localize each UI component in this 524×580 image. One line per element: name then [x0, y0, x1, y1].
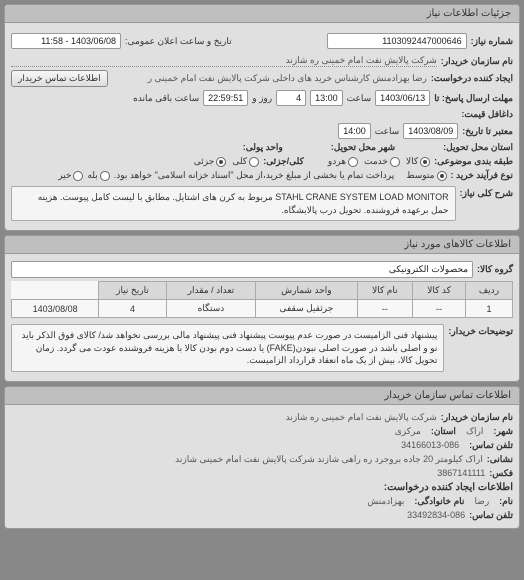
pub-date-label: تاریخ و ساعت اعلان عمومی: — [125, 36, 232, 47]
panel1-body: شماره نیاز: 1103092447000646 تاریخ و ساع… — [5, 23, 519, 230]
request-no-value: 1103092447000646 — [327, 33, 467, 49]
time-label-2: ساعت — [375, 126, 400, 137]
cell-qty: 4 — [99, 300, 166, 318]
deadline-date: 1403/06/13 — [375, 90, 430, 106]
pkg-radio-group: کالا خدمت هردو — [328, 156, 430, 167]
ph2-value: 33492834-086 — [407, 510, 465, 520]
table-header-row: ردیف کد کالا نام کالا واحد شمارش تعداد /… — [12, 282, 513, 300]
province-label: استان: — [431, 426, 456, 437]
name-value: رضا — [474, 496, 489, 507]
partial-total-radio[interactable] — [249, 157, 259, 167]
days-label: روز و — [252, 93, 272, 104]
pay-yes-label: بله — [87, 170, 97, 181]
province-value: مرکزی — [395, 426, 421, 437]
buyer-name-label: نام سازمان خریدار: — [441, 56, 513, 67]
remain-time: 22:59:51 — [203, 90, 248, 106]
pay-no-label: خیر — [58, 170, 71, 181]
cell-idx: 1 — [465, 300, 512, 318]
desc-label: شرح کلی نیاز: — [460, 184, 513, 199]
time-label-1: ساعت — [347, 93, 372, 104]
requester-value: رضا بهزادمنش کارشناس خرید های داخلی شرکت… — [112, 73, 427, 84]
phone-label: تلفن تماس: — [469, 440, 513, 451]
addr-value: اراک کیلومتر 20 جاده بروجرد ره راهی شازن… — [175, 454, 483, 465]
goods-table: ردیف کد کالا نام کالا واحد شمارش تعداد /… — [11, 281, 513, 318]
cell-name2: -- — [357, 300, 413, 318]
name-label: نام: — [499, 496, 513, 507]
group-label: گروه کالا: — [477, 264, 513, 275]
ph2-label: تلفن تماس: — [469, 510, 513, 521]
buyer-contact-panel: اطلاعات تماس سازمان خریدار نام سازمان خر… — [4, 386, 520, 529]
col-name: نام کالا — [357, 282, 413, 300]
fax-label: فکس: — [489, 468, 513, 479]
pkg-both-label: هردو — [328, 156, 346, 167]
request-no-label: شماره نیاز: — [471, 36, 513, 47]
pay-mid-label: متوسط — [406, 170, 434, 181]
buyer-notes-label: توضیحات خریدار: — [448, 322, 513, 337]
panel3-body: نام سازمان خریدار: شرکت پالایش نفت امام خ… — [5, 405, 519, 528]
partial-part-label: جزئی — [194, 156, 215, 167]
partial-radio-group: کلی جزئی — [194, 156, 259, 167]
partial-total-label: کلی — [232, 156, 247, 167]
buyer-contact-button[interactable]: اطلاعات تماس خریدار — [11, 70, 108, 87]
need-details-panel: جزئیات اطلاعات نیاز شماره نیاز: 11030924… — [4, 4, 520, 231]
cell-unit: دستگاه — [166, 300, 256, 318]
col-qty: تعداد / مقدار — [166, 282, 256, 300]
deadline-time: 13:00 — [310, 90, 343, 106]
col-row: ردیف — [465, 282, 512, 300]
phone-value: 34166013-086 — [401, 440, 459, 450]
pkg-goods-label: کالا — [406, 156, 418, 167]
pkg-service-label: خدمت — [364, 156, 388, 167]
pay-label: نوع فرآیند خرید : — [451, 170, 514, 181]
pkg-service-radio[interactable] — [390, 157, 400, 167]
buyer-notes: پیشنهاد فنی الزامیست در صورت عدم پیوست پ… — [11, 324, 444, 372]
pkg-both-radio[interactable] — [348, 157, 358, 167]
deadline-label: مهلت ارسال پاسخ: تا — [434, 93, 513, 104]
need-description: STAHL CRANE SYSTEM LOAD MONITOR مربوط به… — [11, 186, 456, 221]
fax-value: 3867141111 — [437, 468, 485, 478]
family-value: بهزادمنش — [367, 496, 404, 507]
pay-yes-radio[interactable] — [100, 171, 110, 181]
creator-section-title: اطلاعات ایجاد کننده درخواست: — [11, 482, 513, 493]
col-unit: واحد شمارش — [256, 282, 357, 300]
cell-name: جرثقیل سقفی — [256, 300, 357, 318]
table-row: 1 -- -- جرثقیل سقفی دستگاه 4 1403/08/08 — [12, 300, 513, 318]
price-validity-label: داغافل قیمت: — [461, 109, 513, 120]
partial-label: کلی/جزئی: — [263, 156, 304, 167]
pub-date-value: 1403/06/08 - 11:58 — [11, 33, 121, 49]
valid-to-time: 14:00 — [338, 123, 371, 139]
days-left: 4 — [276, 90, 306, 106]
panel1-header: جزئیات اطلاعات نیاز — [5, 5, 519, 23]
family-label: نام خانوادگی: — [414, 496, 464, 507]
goods-info-panel: اطلاعات کالاهای مورد نیاز گروه کالا: محص… — [4, 235, 520, 382]
pay-no-radio[interactable] — [73, 171, 83, 181]
delivery-city-label: شهر محل تحویل: — [331, 142, 395, 153]
panel2-header: اطلاعات کالاهای مورد نیاز — [5, 236, 519, 254]
cell-date: 1403/08/08 — [12, 300, 99, 318]
city-label: شهر: — [493, 426, 513, 437]
buyer-name-value: شرکت پالایش نفت امام خمینی ره شازند — [11, 55, 437, 67]
delivery-loc-label: استان محل تحویل: — [443, 142, 513, 153]
org-value: شرکت پالایش نفت امام خمینی ره شازند — [286, 412, 437, 423]
pay-note: پرداخت تمام یا بخشی از مبلغ خرید،از محل … — [114, 170, 394, 181]
remain-label: ساعت باقی مانده — [133, 93, 199, 104]
valid-to-date: 1403/08/09 — [403, 123, 458, 139]
currency-label: واحد پولی: — [243, 142, 283, 153]
addr-label: نشانی: — [487, 454, 513, 465]
panel3-header: اطلاعات تماس سازمان خریدار — [5, 387, 519, 405]
city-value: اراک — [466, 426, 483, 437]
pkg-label: طبقه بندی موضوعی: — [434, 156, 513, 167]
col-code: کد کالا — [413, 282, 466, 300]
cell-code: -- — [413, 300, 466, 318]
pay-mid-radio[interactable] — [437, 171, 447, 181]
panel2-body: گروه کالا: محصولات الکترونیکی ردیف کد کا… — [5, 254, 519, 381]
requester-label: ایجاد کننده درخواست: — [431, 73, 513, 84]
org-label: نام سازمان خریدار: — [441, 412, 513, 423]
group-value: محصولات الکترونیکی — [11, 261, 473, 278]
pkg-goods-radio[interactable] — [420, 157, 430, 167]
partial-part-radio[interactable] — [216, 157, 226, 167]
col-date: تاریخ نیاز — [99, 282, 166, 300]
valid-to-label: معتبر تا تاریخ: — [462, 126, 513, 137]
